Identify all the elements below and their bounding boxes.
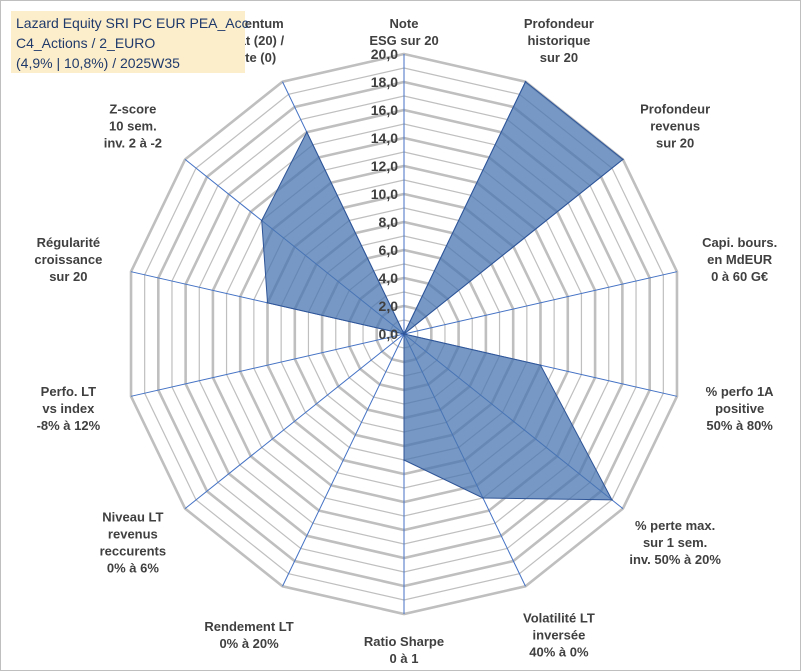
- radar-spoke: [130, 333, 405, 397]
- category-label: Capi. bours. en MdEUR 0 à 60 G€: [702, 235, 777, 284]
- radar-spoke: [282, 333, 405, 587]
- category-label: Rendement LT 0% à 20%: [204, 619, 293, 651]
- tick-label: 0,0: [379, 326, 399, 342]
- category-label: Régularité croissance sur 20: [34, 235, 102, 284]
- series-point: [306, 131, 308, 133]
- fund-title-box: Lazard Equity SRI PC EUR PEA_Acc C4_Acti…: [11, 11, 249, 73]
- tick-label: 20,0: [371, 46, 398, 62]
- series-point: [260, 219, 263, 222]
- category-label: Ratio Sharpe 0 à 1: [364, 634, 444, 666]
- category-label: Perfo. LT vs index -8% à 12%: [37, 384, 101, 433]
- category-label: Note ESG sur 20: [369, 16, 438, 48]
- category-label: Profondeur historique sur 20: [524, 16, 594, 65]
- radar-spoke: [403, 271, 678, 335]
- fund-title-line-3: (4,9% | 10,8%) / 2025W35: [16, 55, 180, 71]
- category-label: % perfo 1A positive 50% à 80%: [706, 384, 775, 433]
- category-label: Z-score 10 sem. inv. 2 à -2: [104, 101, 162, 150]
- tick-label: 18,0: [371, 74, 398, 90]
- tick-label: 10,0: [371, 186, 398, 202]
- series-point: [403, 333, 405, 335]
- series-point: [524, 80, 527, 83]
- tick-label: 12,0: [371, 158, 398, 174]
- category-label: Niveau LT revenus reccurents 0% à 6%: [100, 509, 166, 575]
- series-point: [611, 499, 613, 501]
- radar-series: [260, 80, 624, 501]
- tick-label: 14,0: [371, 130, 398, 146]
- tick-label: 16,0: [371, 102, 398, 118]
- series-point: [482, 497, 484, 499]
- series-point: [622, 158, 624, 161]
- fund-title-line-1: Lazard Equity SRI PC EUR PEA_Acc: [16, 15, 249, 31]
- category-label: Volatilité LT inversée 40% à 0%: [523, 610, 595, 659]
- series-point: [539, 364, 542, 366]
- radial-tick-labels: 0,0 2,0 4,0 6,0 8,0 10,0 12,0 14,0 16,0 18,0 20,0: [371, 46, 398, 342]
- fund-title-line-2: C4_Actions / 2_EURO: [16, 35, 156, 51]
- tick-label: 6,0: [379, 242, 399, 258]
- radar-spoke: [184, 333, 405, 509]
- tick-label: 8,0: [379, 214, 399, 230]
- series-point: [266, 302, 269, 304]
- category-label: Profondeur revenus sur 20: [640, 101, 710, 150]
- tick-label: 4,0: [379, 270, 399, 286]
- series-point: [403, 459, 405, 461]
- category-label: % perte max. sur 1 sem. inv. 50% à 20%: [629, 518, 721, 567]
- tick-label: 2,0: [379, 298, 399, 314]
